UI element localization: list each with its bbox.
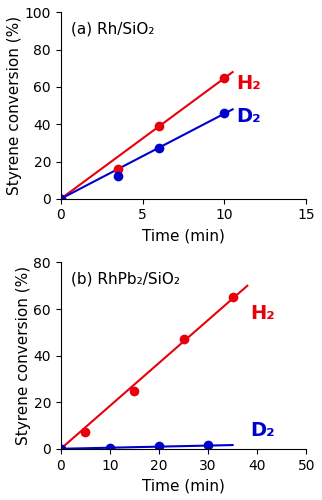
- Y-axis label: Styrene conversion (%): Styrene conversion (%): [7, 16, 22, 195]
- Text: D₂: D₂: [250, 420, 274, 440]
- Y-axis label: Styrene conversion (%): Styrene conversion (%): [16, 266, 31, 445]
- Text: D₂: D₂: [236, 108, 260, 126]
- Text: H₂: H₂: [236, 74, 260, 93]
- Text: (a) Rh/SiO₂: (a) Rh/SiO₂: [71, 22, 154, 37]
- Text: H₂: H₂: [250, 304, 275, 323]
- Text: (b) RhPb₂/SiO₂: (b) RhPb₂/SiO₂: [71, 272, 180, 287]
- X-axis label: Time (min): Time (min): [142, 478, 225, 493]
- X-axis label: Time (min): Time (min): [142, 228, 225, 243]
